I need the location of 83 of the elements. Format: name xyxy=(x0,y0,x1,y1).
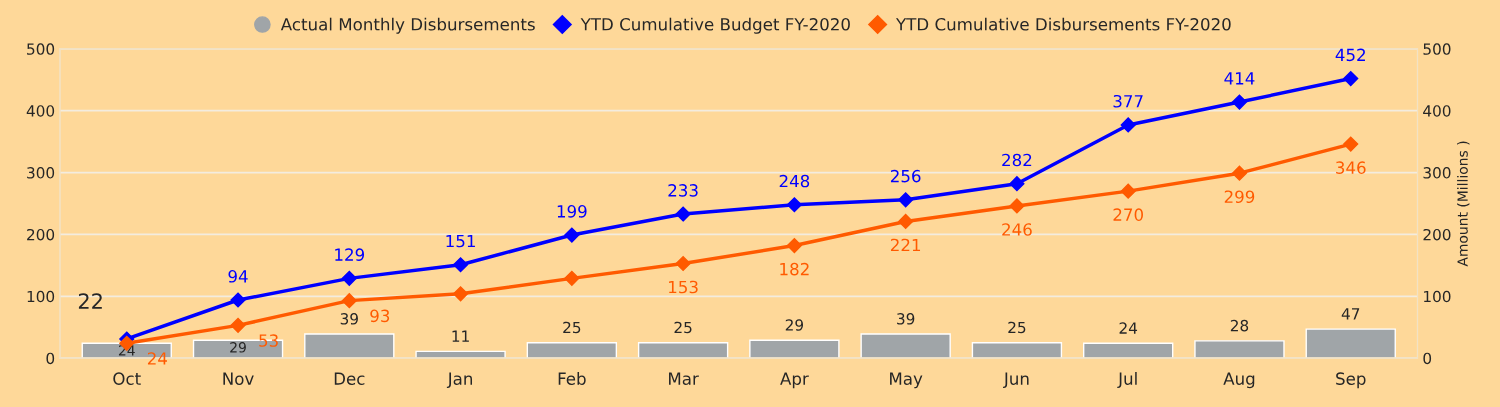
y2-axis-title: Amount (Millions ) xyxy=(1457,141,1470,267)
point xyxy=(1009,176,1025,192)
x-tick-label: Aug xyxy=(1223,372,1255,389)
y-tick-label: 400 xyxy=(26,105,55,117)
y2-tick-label: 500 xyxy=(1423,43,1451,55)
data-label: 29 xyxy=(785,319,804,331)
data-label: 282 xyxy=(1002,153,1032,167)
data-label: 414 xyxy=(1224,72,1255,85)
point xyxy=(675,206,691,222)
y-tick-label: 0 xyxy=(46,352,55,365)
x-tick-label: Jul xyxy=(1117,372,1137,389)
y-tick-label: 300 xyxy=(27,167,55,179)
x-tick-label: Jan xyxy=(446,372,472,389)
data-label: 24 xyxy=(1119,322,1138,334)
point xyxy=(675,255,691,272)
data-label: 153 xyxy=(669,280,698,294)
point xyxy=(1120,183,1136,199)
point xyxy=(564,227,580,243)
data-label: 47 xyxy=(1341,308,1360,320)
point xyxy=(898,192,914,208)
data-label: 25 xyxy=(674,321,692,334)
data-label: 299 xyxy=(1224,190,1255,204)
data-label: 346 xyxy=(1336,161,1366,174)
x-tick-label: Mar xyxy=(669,372,699,385)
point xyxy=(1120,117,1136,133)
data-label: 29 xyxy=(230,342,246,353)
point xyxy=(230,317,246,333)
data-label: 248 xyxy=(779,174,810,188)
data-label: 151 xyxy=(446,234,475,248)
point xyxy=(1343,70,1359,87)
x-tick-label: Feb xyxy=(558,372,586,385)
y-tick-label: 200 xyxy=(27,228,55,241)
point xyxy=(898,213,914,230)
x-tick-label: Apr xyxy=(780,372,809,389)
legend-label: YTD Cumulative Disbursements FY-2020 xyxy=(895,17,1231,31)
legend-label: Actual Monthly Disbursements xyxy=(280,17,535,34)
data-label: 39 xyxy=(897,313,915,325)
y2-tick-label: 200 xyxy=(1423,228,1451,241)
point xyxy=(230,292,246,308)
point xyxy=(453,257,469,273)
x-tick-label: Sep xyxy=(1336,372,1366,389)
y2-tick-label: 100 xyxy=(1424,290,1451,303)
point xyxy=(1009,198,1025,214)
data-label: 93 xyxy=(370,309,390,323)
y2-tick-label: 300 xyxy=(1423,167,1451,179)
point xyxy=(341,270,357,286)
point xyxy=(1231,165,1248,181)
point xyxy=(786,237,802,254)
data-label: 452 xyxy=(1335,48,1365,62)
point xyxy=(453,286,469,302)
x-tick-label: Dec xyxy=(334,372,365,385)
data-label: 256 xyxy=(890,169,921,183)
data-label: 28 xyxy=(1230,319,1249,332)
data-label: 246 xyxy=(1002,223,1032,236)
data-label: 25 xyxy=(1008,321,1026,334)
data-label: 221 xyxy=(890,238,921,252)
data-label: 199 xyxy=(557,205,587,218)
y-tick-label: 500 xyxy=(27,43,55,55)
y2-tick-label: 400 xyxy=(1423,105,1451,117)
data-label: 24 xyxy=(147,352,167,365)
point xyxy=(786,197,802,213)
y2-tick-label: 0 xyxy=(1423,352,1432,365)
data-label: 94 xyxy=(228,270,248,283)
point xyxy=(564,270,580,286)
data-label: 53 xyxy=(259,334,278,347)
data-label: 270 xyxy=(1113,208,1143,221)
data-label: 129 xyxy=(335,248,365,261)
point xyxy=(341,293,357,309)
y-tick-label: 100 xyxy=(27,290,55,303)
x-tick-label: Oct xyxy=(113,372,141,385)
point xyxy=(1343,136,1359,152)
data-label: 39 xyxy=(340,313,358,325)
data-label: 182 xyxy=(780,262,809,276)
data-label: 377 xyxy=(1113,94,1143,108)
annotation: 22 xyxy=(78,293,102,309)
x-tick-label: May xyxy=(890,372,923,389)
point xyxy=(1231,94,1248,110)
data-label: 25 xyxy=(563,321,581,334)
data-label: 11 xyxy=(452,330,469,342)
data-label: 233 xyxy=(668,184,698,197)
x-tick-label: Jun xyxy=(1003,372,1029,389)
legend-label: YTD Cumulative Budget FY-2020 xyxy=(580,17,850,34)
x-tick-label: Nov xyxy=(223,372,254,385)
